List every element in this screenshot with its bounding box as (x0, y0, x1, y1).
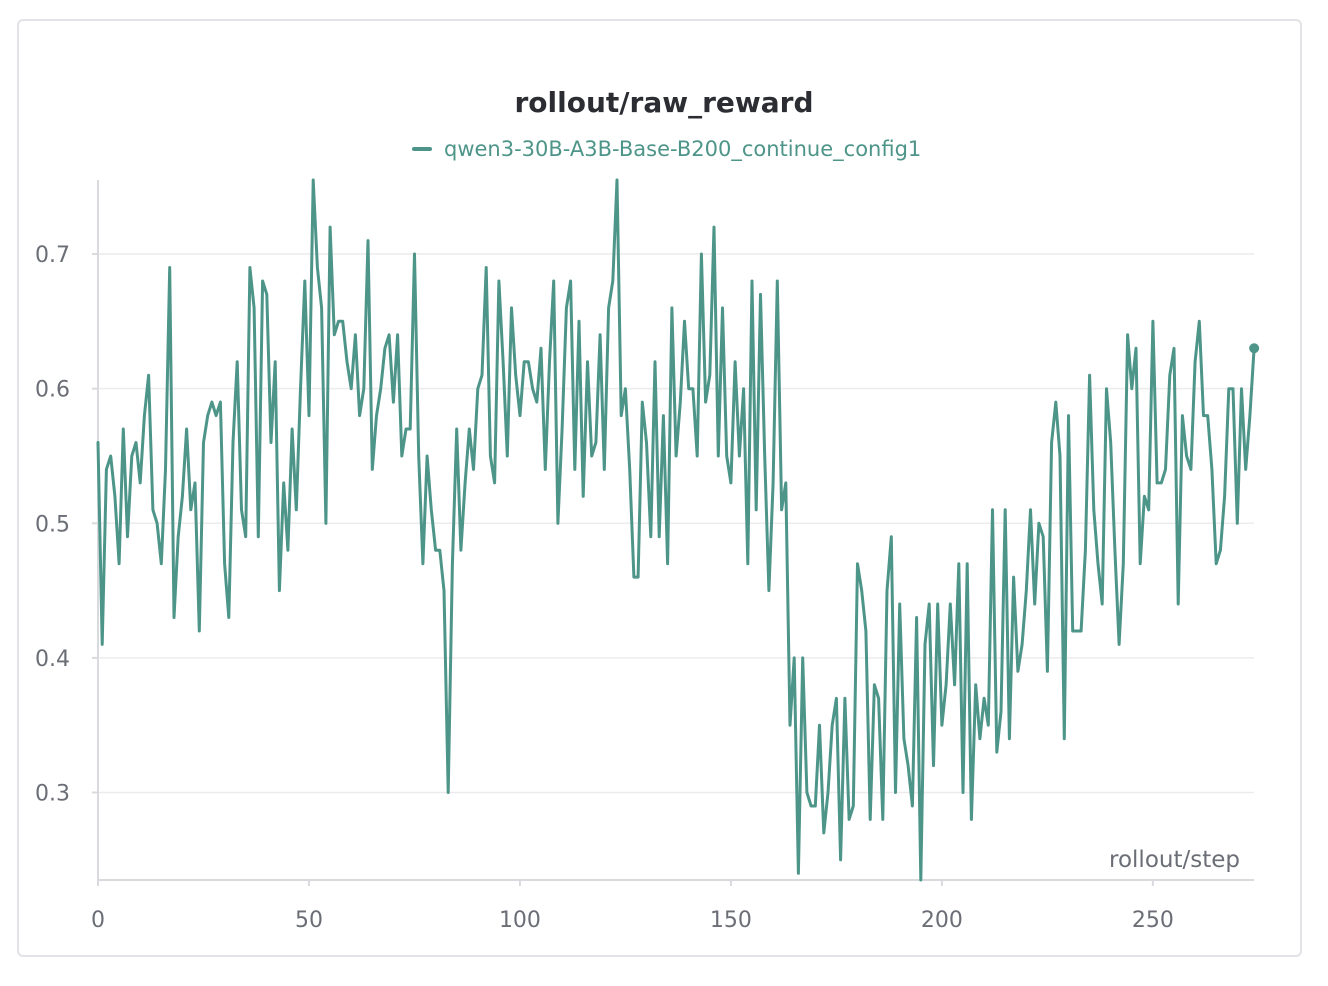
y-tick-label: 0.5 (35, 512, 70, 537)
chart-title: rollout/raw_reward (514, 86, 814, 119)
y-tick-label: 0.4 (35, 647, 70, 672)
legend[interactable]: qwen3-30B-A3B-Base-B200_continue_config1 (412, 134, 921, 164)
x-tick-label: 200 (921, 908, 963, 933)
y-tick-label: 0.7 (35, 243, 70, 268)
legend-label: qwen3-30B-A3B-Base-B200_continue_config1 (444, 137, 922, 161)
x-tick-label: 0 (91, 908, 105, 933)
x-tick-label: 100 (499, 908, 541, 933)
grid-lines (98, 253, 1254, 794)
axis-ticks: 0.3 0.4 0.5 0.6 0.7 0 50 100 150 200 250 (35, 243, 1174, 933)
legend-swatch (412, 147, 432, 151)
x-axis-title: rollout/step (1109, 847, 1240, 873)
x-tick-label: 50 (295, 908, 323, 933)
y-tick-label: 0.6 (35, 378, 70, 403)
series-line[interactable] (96, 178, 1256, 882)
x-tick-label: 250 (1132, 908, 1174, 933)
y-tick-label: 0.3 (35, 782, 70, 807)
x-tick-label: 150 (710, 908, 752, 933)
last-data-point[interactable] (1249, 343, 1260, 354)
